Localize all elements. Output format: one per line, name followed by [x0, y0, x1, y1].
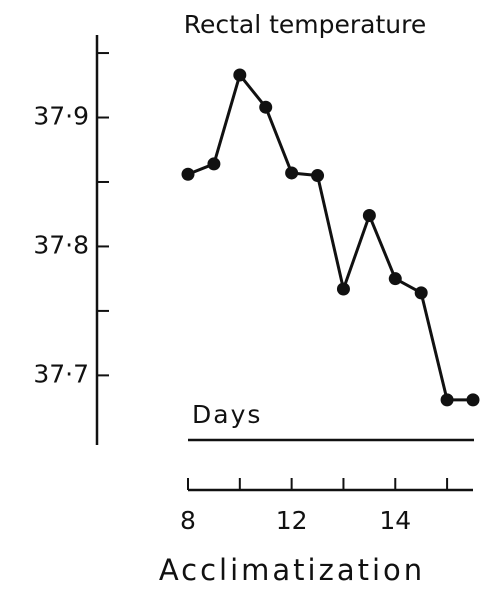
x-tick-label: 12: [276, 506, 308, 535]
data-point: [440, 393, 454, 407]
data-point: [466, 393, 480, 407]
data-point: [336, 282, 350, 296]
x-axis-label: Acclimatization: [159, 553, 425, 587]
data-point: [311, 169, 325, 183]
data-line: [187, 73, 473, 402]
data-point: [233, 68, 247, 82]
chart-title: Rectal temperature: [184, 10, 427, 39]
y-tick-label: 37·9: [33, 102, 89, 131]
data-point: [207, 157, 221, 171]
data-point: [388, 272, 402, 286]
y-tick-label: 37·7: [33, 359, 89, 388]
x-tick-label: 14: [379, 506, 411, 535]
data-point: [362, 209, 376, 223]
y-tick-label: 37·8: [33, 230, 89, 259]
annotation: Days: [192, 400, 262, 429]
x-tick-label: 8: [180, 506, 196, 535]
data-point: [259, 100, 273, 114]
data-point: [414, 286, 428, 300]
data-point: [285, 166, 299, 180]
data-point: [181, 167, 195, 181]
